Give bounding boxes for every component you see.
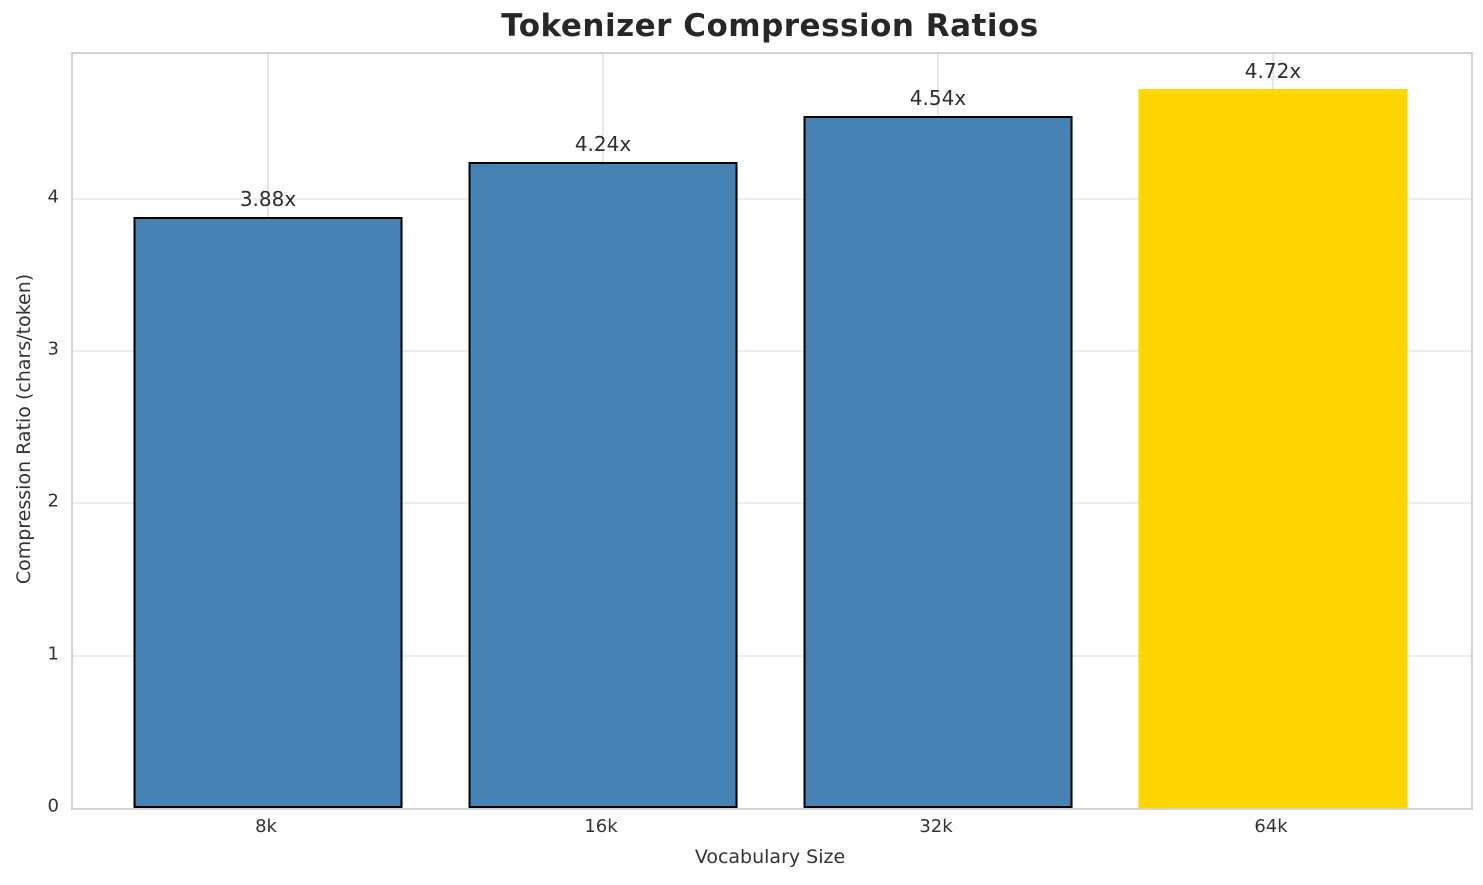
y-tick-label: 4: [47, 186, 59, 208]
y-tick-label: 0: [47, 795, 59, 817]
y-tick-label: 2: [47, 490, 59, 512]
x-tick-label-64k: 64k: [1254, 816, 1288, 837]
bar-value-label: 4.72x: [1244, 59, 1302, 84]
x-tick-label-8k: 8k: [255, 816, 277, 837]
y-tick-label: 3: [47, 338, 59, 360]
y-gridline: [73, 197, 1471, 200]
y-gridline: [73, 350, 1471, 353]
bar-value-label: 4.54x: [909, 86, 967, 111]
chart-title: Tokenizer Compression Ratios: [501, 8, 1039, 44]
bar-8k: [133, 217, 403, 808]
y-tick-labels: 0 1 2 3 4: [0, 52, 59, 816]
x-axis-label: Vocabulary Size: [694, 846, 846, 868]
bar-value-label: 4.24x: [574, 132, 632, 157]
x-tick-label-32k: 32k: [919, 816, 953, 837]
bar-value-label: 3.88x: [239, 187, 297, 211]
bar-16k: [468, 162, 738, 808]
x-tick-labels: 8k 16k 32k 64k: [71, 814, 1469, 842]
y-tick-label: 1: [47, 643, 59, 665]
bar-64k: [1138, 89, 1408, 808]
y-gridline: [73, 502, 1471, 505]
x-tick-label-16k: 16k: [584, 816, 618, 837]
plot-area: 3.88x 4.24x 4.54x 4.72x: [71, 52, 1473, 810]
y-gridline: [73, 654, 1471, 657]
bar-32k: [803, 116, 1073, 808]
